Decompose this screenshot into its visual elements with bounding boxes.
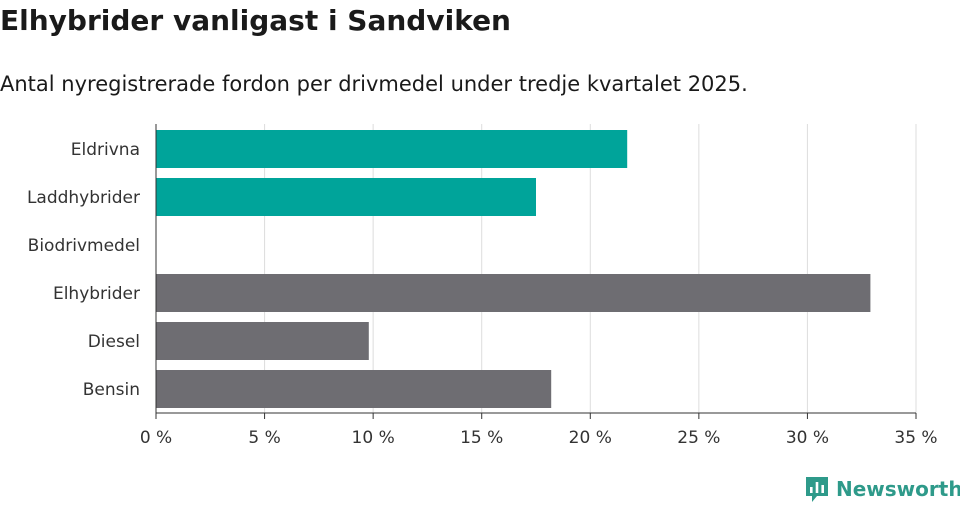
brand-name: Newsworthy — [836, 477, 960, 501]
x-tick-label: 15 % — [460, 428, 503, 448]
bar-elhybrider — [156, 274, 871, 312]
x-tick-label: 25 % — [677, 428, 720, 448]
x-axis: 0 % 5 % 10 % 15 % 20 % 25 % 30 % 35 % — [140, 124, 938, 448]
bars — [156, 130, 871, 408]
category-label: Laddhybrider — [27, 188, 140, 208]
bar-chart: 0 % 5 % 10 % 15 % 20 % 25 % 30 % 35 % Eldrivna L… — [27, 124, 938, 448]
bar-diesel — [156, 322, 369, 360]
newsworthy-brand: Newsworthy — [804, 475, 960, 503]
category-label: Diesel — [88, 332, 140, 352]
grid-lines — [264, 124, 917, 413]
x-tick-label: 20 % — [569, 428, 612, 448]
x-tick-label: 35 % — [894, 428, 937, 448]
newsworthy-logo-icon — [806, 477, 828, 502]
category-label: Elhybrider — [53, 284, 140, 304]
category-label: Biodrivmedel — [28, 236, 140, 256]
chart-title: Elhybrider vanligast i Sandviken — [0, 4, 511, 37]
x-tick-label: 10 % — [352, 428, 395, 448]
x-tick-label: 0 % — [140, 428, 172, 448]
category-label: Bensin — [83, 380, 140, 400]
category-labels: Eldrivna Laddhybrider Biodrivmedel Elhybrid… — [27, 140, 140, 400]
x-tick-label: 5 % — [248, 428, 280, 448]
bar-eldrivna — [156, 130, 628, 168]
bar-laddhybrider — [156, 178, 536, 216]
x-tick-label: 30 % — [786, 428, 829, 448]
category-label: Eldrivna — [71, 140, 140, 160]
chart-subtitle: Antal nyregistrerade fordon per drivmede… — [0, 72, 748, 96]
bar-bensin — [156, 370, 552, 408]
